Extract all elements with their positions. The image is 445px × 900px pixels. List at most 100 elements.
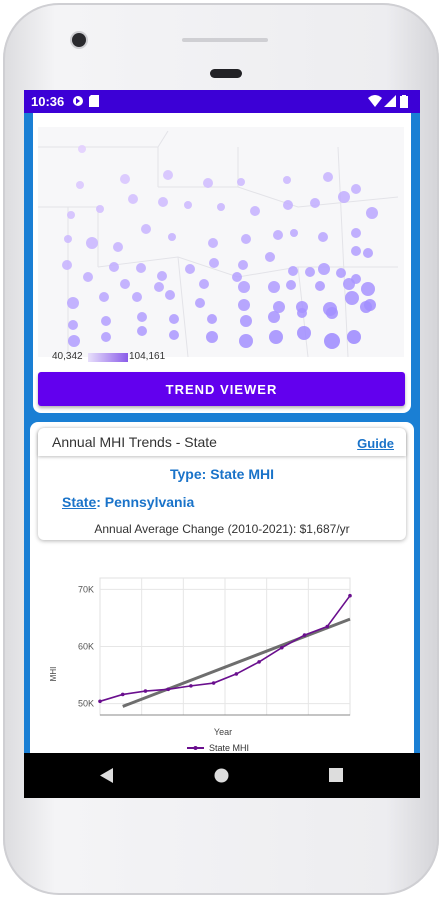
county-dot	[128, 194, 138, 204]
county-dot	[64, 235, 72, 243]
sync-icon	[73, 96, 83, 106]
legend-label: State MHI	[209, 743, 249, 753]
county-dot	[169, 330, 179, 340]
trend-line	[122, 617, 351, 708]
data-point	[166, 687, 170, 692]
data-point	[120, 692, 125, 697]
state-prefix: State	[62, 494, 97, 510]
state-value: : Pennsylvania	[96, 494, 195, 510]
county-dot	[101, 316, 111, 326]
county-dot	[268, 311, 280, 323]
county-dot	[68, 320, 78, 330]
status-bar: 10:36	[24, 90, 420, 113]
county-dot	[366, 207, 378, 219]
county-dot	[113, 242, 123, 252]
county-dot	[305, 267, 315, 277]
county-dot	[154, 282, 164, 292]
county-map[interactable]: 40,342 104,161	[38, 127, 404, 362]
data-point	[348, 593, 352, 598]
y-tick-labels: 50K 60K 70K	[78, 584, 94, 708]
county-dot	[351, 246, 361, 256]
county-dot	[318, 232, 328, 242]
county-dot	[273, 230, 283, 240]
county-dot	[345, 291, 359, 305]
county-dot	[351, 274, 361, 284]
county-dot	[101, 332, 111, 342]
county-dot	[361, 282, 375, 296]
county-dot	[208, 238, 218, 248]
data-point	[234, 672, 239, 676]
county-dot	[283, 176, 291, 184]
county-dot	[336, 268, 346, 278]
mhi-line-chart: 50K 60K 70K MHI Year State MHI	[49, 577, 352, 753]
county-dot	[158, 197, 168, 207]
county-dot	[318, 263, 330, 275]
info-header: Annual MHI Trends - State Guide	[38, 428, 406, 456]
recents-icon[interactable]	[329, 768, 343, 782]
y-tick-label: 70K	[78, 584, 94, 594]
county-dot	[109, 262, 119, 272]
county-dot	[132, 292, 142, 302]
status-time: 10:36	[31, 94, 65, 109]
county-dot	[283, 200, 293, 210]
average-change: Annual Average Change (2010-2021): $1,68…	[94, 522, 350, 536]
county-dot	[338, 191, 350, 203]
county-dot	[265, 252, 275, 262]
county-dot	[184, 201, 192, 209]
county-dot	[239, 334, 253, 348]
home-icon[interactable]	[214, 768, 229, 783]
map-dots	[62, 145, 378, 349]
guide-link[interactable]: Guide	[357, 436, 394, 451]
chart-legend: State MHI	[187, 743, 249, 753]
map-svg	[38, 130, 399, 358]
county-dot	[83, 272, 93, 282]
front-camera	[72, 33, 86, 47]
county-dot	[238, 281, 250, 293]
county-dot	[347, 330, 361, 344]
county-dot	[288, 266, 298, 276]
county-dot	[238, 299, 250, 311]
county-dot	[326, 307, 338, 319]
state-selector[interactable]: State: Pennsylvania	[62, 494, 194, 510]
county-dot	[136, 263, 146, 273]
county-dot	[67, 211, 75, 219]
legend-min-value: 40,342	[52, 351, 83, 362]
x-axis-label: Year	[214, 727, 232, 737]
county-dot	[137, 326, 147, 336]
county-dot	[237, 178, 245, 186]
county-dot	[363, 248, 373, 258]
county-dot	[203, 178, 213, 188]
scroll-content[interactable]: 40,342 104,161 TREND VIEWER Annual MHI T…	[24, 113, 420, 762]
wifi-icon	[368, 95, 382, 107]
data-point	[189, 684, 193, 688]
county-dot	[206, 331, 218, 343]
battery-icon	[400, 95, 408, 108]
county-dot	[286, 280, 296, 290]
county-dot	[250, 206, 260, 216]
legend-gradient	[88, 353, 128, 362]
county-dot	[238, 260, 248, 270]
data-point	[257, 660, 261, 664]
county-dot	[241, 234, 251, 244]
trend-viewer-button[interactable]: TREND VIEWER	[38, 372, 405, 406]
chart-series	[98, 593, 352, 708]
county-dot	[324, 333, 340, 349]
county-dot	[290, 229, 298, 237]
y-tick-label: 60K	[78, 642, 94, 652]
y-tick-label: 50K	[78, 699, 94, 709]
trend-title: Annual MHI Trends - State	[52, 434, 217, 450]
type-label: Type: State MHI	[170, 466, 274, 482]
map-card: 40,342 104,161 TREND VIEWER	[33, 113, 411, 413]
county-dot	[168, 233, 176, 241]
county-dot	[209, 258, 219, 268]
back-icon[interactable]	[100, 768, 114, 783]
county-dot	[297, 308, 307, 318]
data-point	[211, 681, 216, 685]
data-point	[280, 645, 284, 650]
sd-card-icon	[89, 95, 99, 107]
county-dot	[207, 314, 217, 324]
county-dot	[165, 290, 175, 300]
county-dot	[137, 312, 147, 322]
county-dot	[297, 326, 311, 340]
nav-bar	[24, 753, 420, 798]
